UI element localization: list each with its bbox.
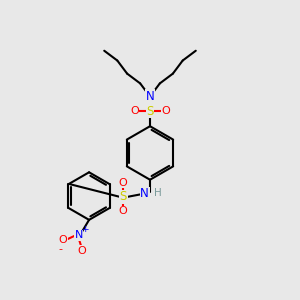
Text: S: S	[120, 190, 127, 203]
Text: S: S	[146, 105, 154, 118]
Text: O: O	[119, 178, 128, 188]
Text: O: O	[59, 235, 68, 245]
Text: N: N	[74, 230, 83, 240]
Text: +: +	[81, 226, 88, 235]
Text: -: -	[58, 244, 62, 254]
Text: N: N	[140, 188, 149, 200]
Text: N: N	[146, 90, 154, 103]
Text: O: O	[77, 246, 86, 256]
Text: O: O	[161, 106, 170, 116]
Text: H: H	[154, 188, 161, 198]
Text: O: O	[119, 206, 128, 216]
Text: O: O	[130, 106, 139, 116]
